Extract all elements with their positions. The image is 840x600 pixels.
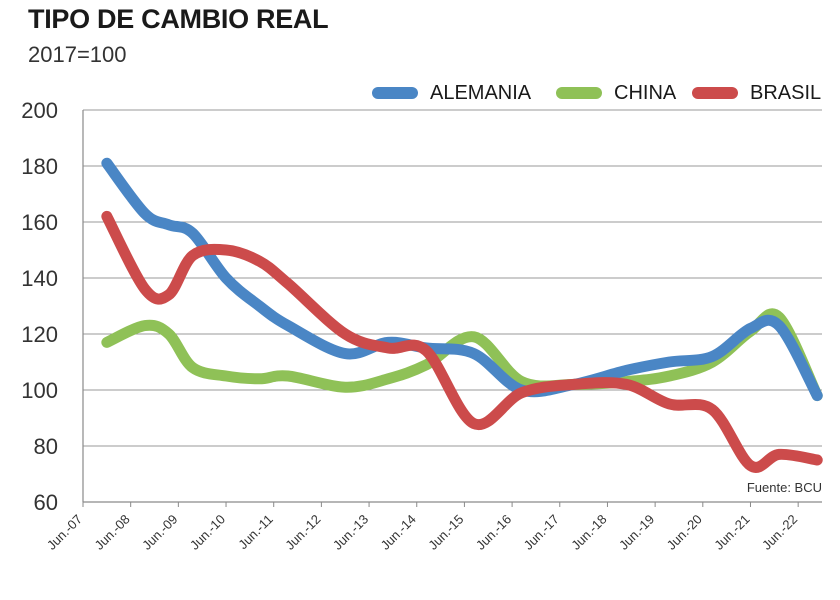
legend-label-china: CHINA (614, 81, 677, 104)
series-line-brasil (101, 210, 823, 473)
y-tick-label: 180 (21, 154, 58, 179)
x-tick-label: Jun.-12 (282, 512, 323, 553)
series-line-alemania (101, 157, 823, 402)
x-tick-label: Jun.-20 (664, 512, 705, 553)
chart-subtitle: 2017=100 (28, 42, 127, 67)
legend-item-brasil: BRASIL (692, 80, 821, 106)
y-tick-label: 100 (21, 378, 58, 403)
y-tick-label: 120 (21, 322, 58, 347)
y-tick-label: 140 (21, 266, 58, 291)
x-tick-label: Jun.-14 (378, 512, 419, 553)
x-tick-label: Jun.-16 (473, 512, 514, 553)
x-tick-label: Jun.-22 (759, 512, 800, 553)
x-tick-label: Jun.-11 (235, 512, 276, 553)
y-tick-label: 200 (21, 98, 58, 123)
y-tick-labels: 200 180 160 140 120 100 80 60 (21, 98, 58, 515)
axes (82, 110, 822, 507)
x-tick-label: Jun.-19 (616, 512, 657, 553)
x-tick-label: Jun.-10 (187, 512, 228, 553)
x-tick-label: Jun.-17 (521, 512, 562, 553)
legend-swatch-alemania (372, 87, 418, 99)
x-tick-labels: Jun.-07 Jun.-08 Jun.-09 Jun.-10 Jun.-11 Jun.-… (44, 512, 800, 553)
chart-title: TIPO DE CAMBIO REAL (28, 4, 329, 34)
y-tick-label: 60 (34, 490, 58, 515)
legend-swatch-brasil (692, 87, 738, 99)
x-tick-label: Jun.-18 (568, 512, 609, 553)
x-tick-label: Jun.-21 (711, 512, 752, 553)
y-tick-label: 160 (21, 210, 58, 235)
legend-label-alemania: ALEMANIA (430, 81, 532, 104)
legend-item-alemania: ALEMANIA (372, 80, 531, 106)
x-tick-label: Jun.-09 (139, 512, 180, 553)
x-tick-label: Jun.-07 (44, 512, 85, 553)
legend-item-china: CHINA (556, 80, 676, 106)
source-note: Fuente: BCU (747, 480, 822, 495)
legend-label-brasil: BRASIL (750, 81, 822, 104)
x-tick-label: Jun.-13 (330, 512, 371, 553)
y-tick-label: 80 (34, 434, 58, 459)
legend-swatch-china (556, 87, 602, 99)
series-lines (101, 157, 823, 473)
x-tick-label: Jun.-15 (425, 512, 466, 553)
x-tick-label: Jun.-08 (92, 512, 133, 553)
